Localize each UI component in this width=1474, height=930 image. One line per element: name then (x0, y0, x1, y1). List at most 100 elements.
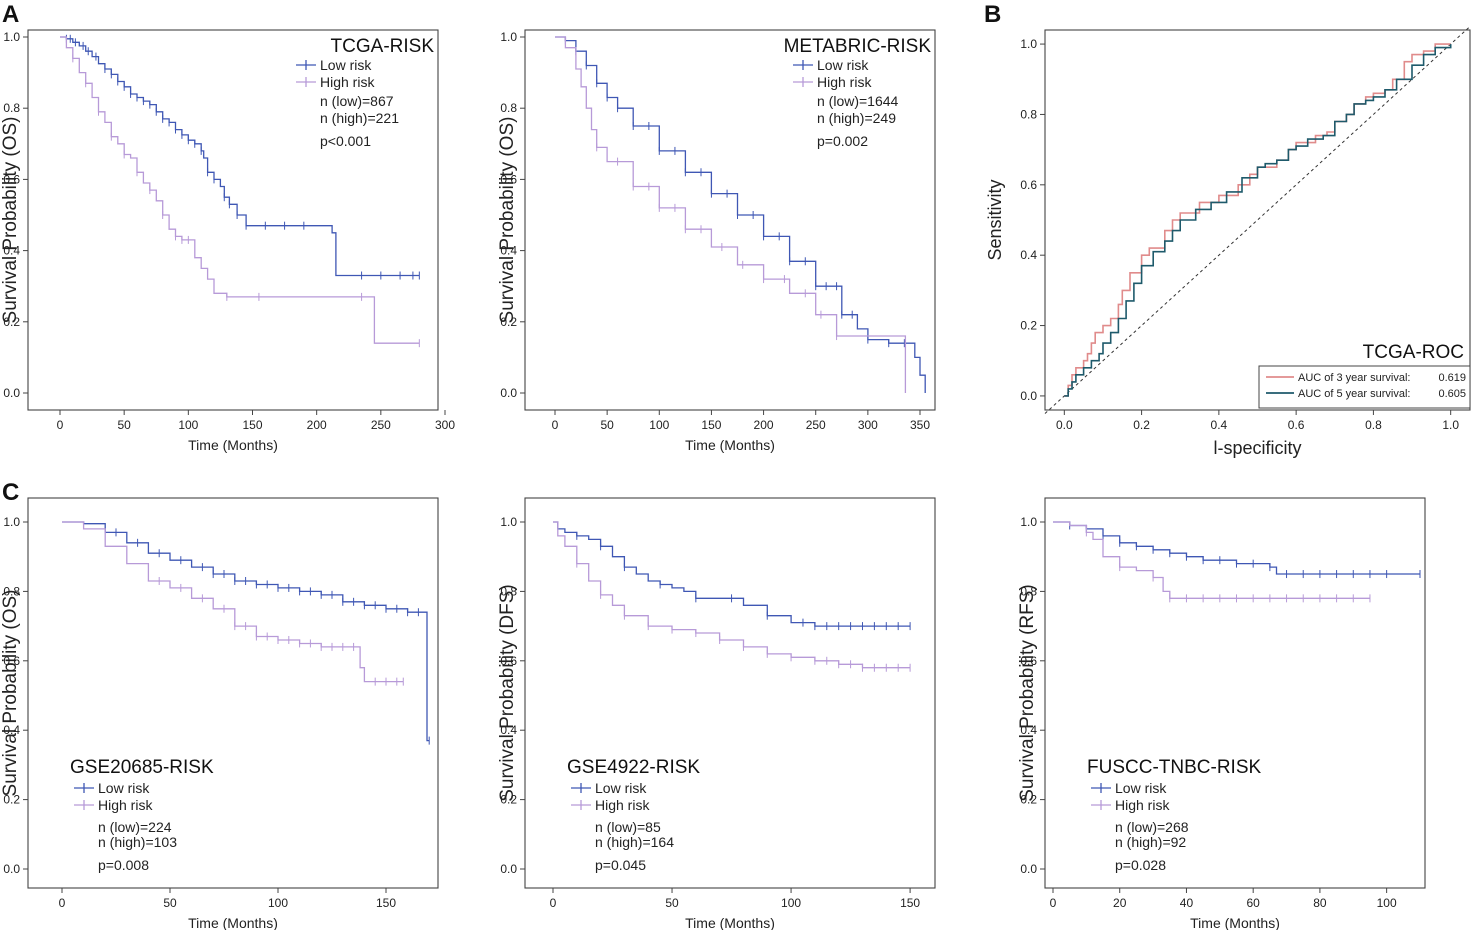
y-tick-label: 0.2 (500, 793, 517, 807)
km-curve-high-risk (60, 36, 420, 344)
plot-frame (27, 29, 439, 411)
legend-label: Low risk (320, 57, 372, 73)
y-tick-label: 0.4 (500, 723, 517, 737)
legend-label: Low risk (1115, 780, 1167, 796)
y-tick-label: 1.0 (3, 30, 20, 44)
stat-text: n (low)=224 (98, 819, 172, 835)
legend-label: AUC of 5 year survival: (1298, 388, 1410, 400)
legend-label: Low risk (98, 780, 150, 796)
panel-label-b: B (984, 1, 1001, 28)
chart-title: GSE4922-RISK (567, 757, 700, 778)
legend-label: Low risk (817, 57, 869, 73)
y-tick-label: 0.4 (500, 244, 517, 258)
y-axis-label: Survival Probability (OS) (0, 590, 21, 797)
y-tick-label: 0.8 (3, 584, 20, 598)
x-tick-label: 0.8 (1365, 418, 1382, 432)
x-tick-label: 200 (307, 418, 327, 432)
x-tick-label: 100 (1377, 896, 1397, 910)
y-tick-label: 1.0 (500, 515, 517, 529)
x-axis-label: Time (Months) (188, 437, 278, 453)
stat-text: p=0.008 (98, 857, 149, 873)
km-chart-gse4922: 0.0 0.2 0.4 0.6 0.8 1.0 0 50 100 150 Time (Months)… (497, 497, 936, 930)
x-tick-label: 50 (117, 418, 131, 432)
chart-title: TCGA-RISK (331, 36, 435, 57)
y-tick-label: 0.0 (500, 386, 517, 400)
y-tick-label: 0.0 (1020, 862, 1037, 876)
legend-value: 0.605 (1438, 388, 1466, 400)
x-tick-label: 100 (178, 418, 198, 432)
x-tick-label: 80 (1313, 896, 1327, 910)
stat-text: p=0.045 (595, 857, 646, 873)
x-tick-label: 0 (1050, 896, 1057, 910)
y-tick-label: 0.8 (1020, 584, 1037, 598)
y-tick-label: 0.0 (3, 386, 20, 400)
roc-curve-5yr (1064, 44, 1452, 397)
y-tick-label: 0.8 (500, 584, 517, 598)
x-tick-label: 0.6 (1288, 418, 1305, 432)
legend-box (1258, 365, 1471, 409)
stat-text: n (low)=867 (320, 93, 394, 109)
stat-text: n (low)=85 (595, 819, 661, 835)
y-tick-label: 0.0 (3, 862, 20, 876)
x-tick-label: 60 (1247, 896, 1261, 910)
stat-text: n (high)=249 (817, 110, 896, 126)
legend-label: High risk (817, 74, 872, 90)
y-tick-label: 0.6 (500, 172, 517, 186)
y-tick-label: 0.4 (3, 723, 20, 737)
legend-label: Low risk (595, 780, 647, 796)
km-chart-gse20685: 0.0 0.2 0.4 0.6 0.8 1.0 0 50 100 150 Time (Months)… (0, 497, 439, 930)
x-tick-label: 20 (1113, 896, 1127, 910)
plot-frame (1044, 497, 1426, 889)
y-axis-label: Survival Probability (OS) (497, 117, 518, 324)
km-chart-metabric: 0.0 0.2 0.4 0.6 0.8 1.0 0 50 100 150 200 250 300 350 T… (497, 29, 936, 453)
legend-value: 0.619 (1438, 372, 1466, 384)
y-tick-label: 0.0 (500, 862, 517, 876)
stat-text: n (high)=221 (320, 110, 399, 126)
x-axis-label: Time (Months) (685, 437, 775, 453)
x-tick-label: 0.4 (1211, 418, 1228, 432)
x-tick-label: 150 (242, 418, 262, 432)
chart-title: FUSCC-TNBC-RISK (1087, 757, 1261, 778)
x-tick-label: 0.2 (1133, 418, 1150, 432)
roc-curve-3yr (1064, 43, 1451, 397)
y-tick-label: 0.6 (3, 172, 20, 186)
legend-label: AUC of 3 year survival: (1298, 372, 1410, 384)
y-tick-label: 1.0 (3, 515, 20, 529)
x-tick-label: 50 (163, 896, 177, 910)
y-tick-label: 1.0 (500, 30, 517, 44)
panel-label-c: C (2, 479, 19, 506)
plot-frame (524, 29, 936, 411)
y-tick-label: 0.4 (3, 244, 20, 258)
x-tick-label: 300 (435, 418, 455, 432)
y-tick-label: 0.2 (3, 793, 20, 807)
x-tick-label: 1.0 (1442, 418, 1459, 432)
x-tick-label: 150 (701, 418, 721, 432)
legend-label: High risk (320, 74, 375, 90)
roc-chart-tcga: 0.0 0.2 0.4 0.6 0.8 1.0 0.0 0.2 0.4 0.6 0.8 1.0 l-sp… (985, 26, 1471, 458)
y-tick-label: 0.8 (500, 101, 517, 115)
y-tick-label: 0.8 (3, 101, 20, 115)
plot-frame (27, 497, 439, 889)
stat-text: n (low)=268 (1115, 819, 1189, 835)
y-tick-label: 0.6 (3, 654, 20, 668)
x-tick-label: 0 (59, 896, 66, 910)
stat-text: p<0.001 (320, 133, 371, 149)
y-tick-label: 1.0 (1020, 515, 1037, 529)
x-axis-label: Time (Months) (188, 915, 278, 930)
x-tick-label: 100 (649, 418, 669, 432)
y-tick-label: 1.0 (1020, 37, 1037, 51)
x-tick-label: 100 (268, 896, 288, 910)
x-tick-label: 150 (900, 896, 920, 910)
km-curve-low-risk (62, 521, 430, 742)
y-tick-label: 0.4 (1020, 723, 1037, 737)
x-tick-label: 350 (910, 418, 930, 432)
y-axis-label: Survival Probability (DFS) (497, 584, 518, 802)
x-axis-label: Time (Months) (1190, 915, 1280, 930)
chart-title: GSE20685-RISK (70, 757, 214, 778)
y-axis-label: Survival Probability (RFS) (1017, 584, 1038, 802)
y-axis-label: Sensitivity (985, 179, 1005, 260)
stat-text: p=0.002 (817, 133, 868, 149)
x-tick-label: 150 (376, 896, 396, 910)
stat-text: n (high)=164 (595, 834, 674, 850)
